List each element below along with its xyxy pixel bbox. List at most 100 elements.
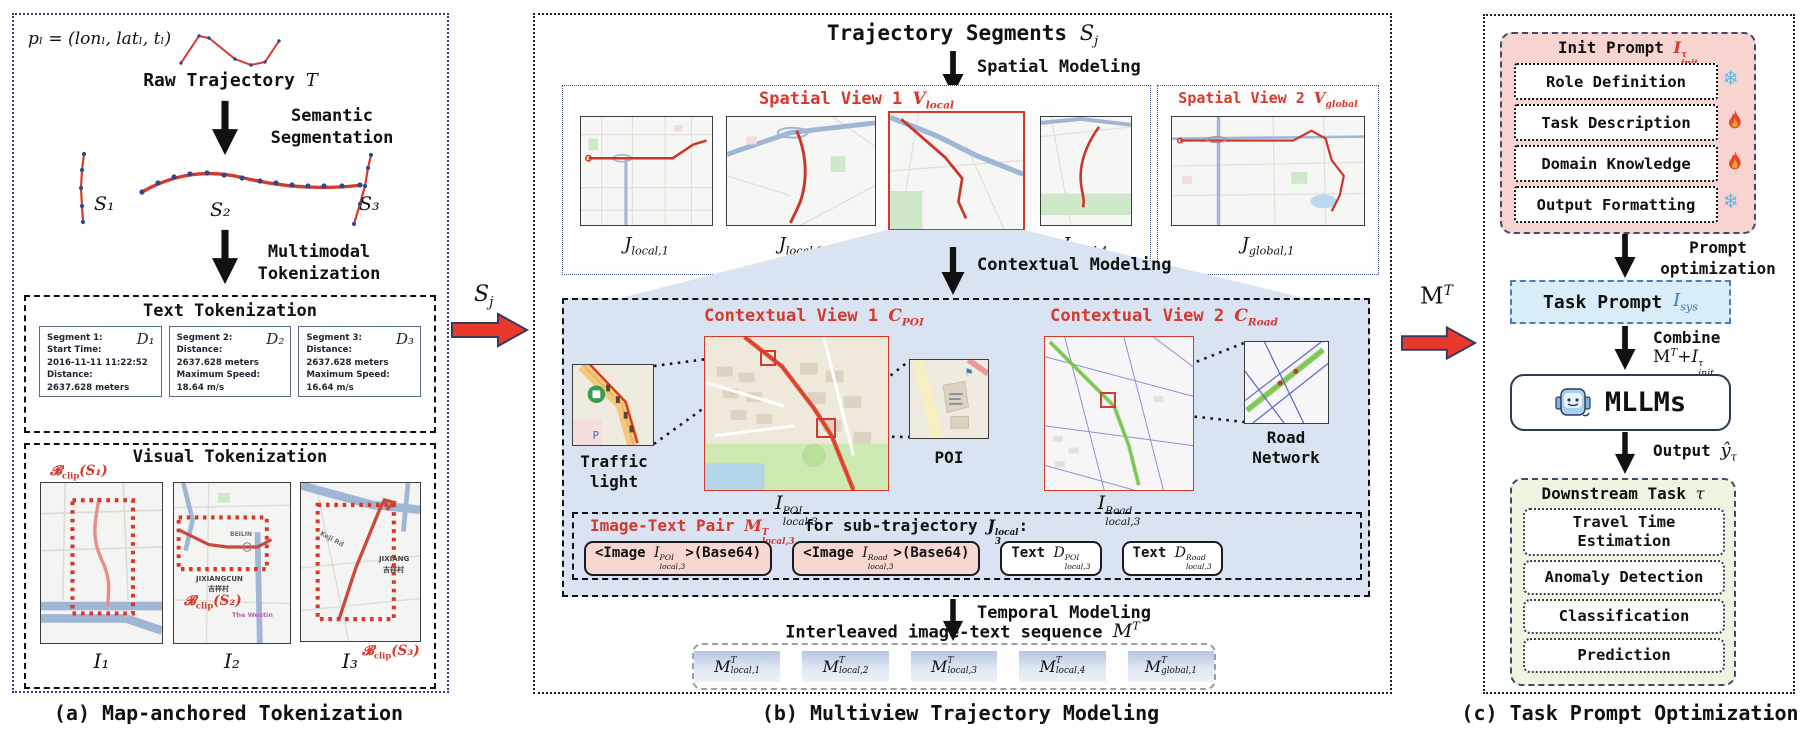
segment-descriptor-card: D₁ Segment 1: Start Time: 2016-11-11 11:…	[39, 326, 162, 398]
contextual-view-2-title: Contextual View 2 CRoad	[1050, 306, 1278, 329]
down-arrow-icon	[941, 247, 965, 295]
segment-1-label: S₁	[94, 193, 115, 215]
image-poi-pill: <Image I POI local,3 >(Base64)	[584, 541, 773, 576]
map-text-westin: The Westin	[232, 611, 273, 619]
poi-map-label: I POI local,3	[775, 492, 818, 528]
down-arrow-icon	[212, 100, 238, 156]
bclip-s3-label: 𝓑clip(S₃)	[362, 643, 420, 661]
map-image-i1	[40, 482, 163, 644]
snowflake-icon: ❄	[1724, 189, 1738, 214]
map-text-jixiangcun-cn: 吉祥村	[208, 585, 229, 593]
road-network-label: Road Network	[1252, 428, 1320, 467]
map-jlocal4	[1040, 116, 1132, 226]
segments-sketch	[78, 151, 374, 227]
map-text-jixiangcun: JIXIANGCUN	[196, 575, 243, 583]
map-jlocal1	[580, 116, 713, 226]
caption-panel-b: (b) Multiview Trajectory Modeling	[761, 701, 1160, 725]
task-prompt-box: Task Prompt Isys	[1510, 280, 1731, 324]
descriptor-d2-label: D₂	[266, 330, 285, 348]
downstream-task-title: Downstream Task τ	[1541, 484, 1705, 503]
text-tokenization-title: Text Tokenization	[143, 301, 317, 321]
spatial-view-1-title: Spatial View 1 Vlocal	[758, 89, 954, 112]
segment-2-label: S₂	[210, 199, 231, 221]
right-arrow-icon	[1400, 325, 1478, 361]
temporal-modeling-label: Temporal Modeling	[977, 603, 1151, 623]
multimodal-tokenization-label: Multimodal Tokenization	[257, 242, 381, 285]
pill-row: <Image I POI local,3 >(Base64) <Image I Road…	[584, 541, 1223, 576]
map-jlocal2	[726, 116, 876, 226]
contextual-modeling-box: Contextual View 1 CPOI Contextual View 2…	[562, 298, 1370, 597]
image-i2-label: I₂	[224, 649, 240, 673]
svg-text:P: P	[593, 429, 600, 442]
init-row-output-formatting: Output Formatting	[1514, 186, 1718, 223]
funnel-shape	[562, 230, 1366, 313]
map-jlocal3-selected	[888, 111, 1025, 231]
panel-map-anchored-tokenization: pₗ = (lonₗ, latₗ, tₗ) Raw Trajectory T S…	[12, 13, 449, 693]
mllms-box: MLLMs	[1510, 374, 1731, 431]
bclip-s2-label: 𝓑clip(S₂)	[184, 593, 242, 611]
prompt-optimization-label: Prompt optimization	[1660, 238, 1776, 278]
init-row-domain-knowledge: Domain Knowledge	[1514, 145, 1718, 182]
task-travel-time-estimation: Travel Time Estimation	[1523, 508, 1725, 556]
poi-context-map	[704, 336, 889, 491]
jlocal1-label: Jlocal,1	[624, 234, 669, 258]
map-text-jixiang-cn: 吉祥村	[383, 566, 404, 574]
init-row-task-description: Task Description	[1514, 104, 1718, 141]
poi-crop: ⚑	[909, 359, 989, 439]
flame-icon	[1729, 110, 1741, 129]
road-network-crop	[1244, 341, 1329, 424]
jglobal1-label: Jglobal,1	[1241, 234, 1295, 258]
traffic-light-crop: P	[572, 364, 654, 446]
descriptor-d3-label: D₃	[395, 330, 415, 348]
semantic-segmentation-label: Semantic Segmentation	[270, 106, 394, 149]
text-road-pill: Text D Road local,3	[1121, 541, 1223, 576]
task-prediction: Prediction	[1523, 638, 1725, 673]
task-anomaly-detection: Anomaly Detection	[1523, 560, 1725, 595]
downstream-task-box: Downstream Task τ Travel Time Estimation…	[1510, 478, 1736, 686]
segment-descriptor-card: D₂ Segment 2: Distance: 2637.628 meters …	[168, 326, 292, 398]
descriptor-d1-label: D₁	[136, 330, 155, 348]
panel-multiview-trajectory-modeling: Trajectory Segments Sj Spatial Modeling …	[533, 13, 1392, 694]
down-arrow-icon	[1614, 326, 1636, 370]
raw-trajectory-label: Raw Trajectory T	[143, 70, 318, 91]
init-row-role-definition: Role Definition	[1514, 63, 1718, 100]
map-image-i2: BEILIN JIXIANGCUN 吉祥村 The Westin	[173, 482, 291, 644]
sj-flow-label: Sj	[474, 282, 494, 311]
road-context-map	[1044, 336, 1194, 491]
init-prompt-box: Init Prompt Iτinit Role Definition Task …	[1500, 32, 1756, 234]
map-text-jixiang: JIXIANG	[379, 555, 410, 563]
visual-tokenization-box: Visual Tokenization 𝓑clip(S₁)	[24, 443, 436, 689]
raw-trajectory-sketch	[179, 34, 281, 67]
segment-3-label: S₃	[359, 193, 380, 215]
map-image-i3: Keji Rd JIXIANG 吉祥村	[300, 482, 421, 642]
spatial-view-2-title: Spatial View 2 Vglobal	[1178, 89, 1358, 110]
road-zoom-marker	[1100, 392, 1116, 408]
visual-tokenization-title: Visual Tokenization	[132, 447, 328, 467]
spatial-view-2-box: Spatial View 2 Vglobal	[1157, 85, 1379, 275]
down-arrow-icon	[212, 229, 238, 285]
trajectory-segments-title: Trajectory Segments Sj	[826, 21, 1099, 50]
image-road-pill: <Image I Road local,3 >(Base64)	[792, 541, 981, 576]
robot-icon	[1555, 387, 1591, 416]
output-label: Output ŷτ	[1653, 440, 1737, 464]
mllms-label: MLLMs	[1604, 387, 1687, 418]
segment-descriptor-card: D₃ Segment 3: Distance: 2637.628 meters …	[298, 326, 422, 398]
spatial-modeling-label: Spatial Modeling	[977, 57, 1141, 77]
down-arrow-icon	[1614, 234, 1636, 278]
map-jglobal1	[1171, 116, 1365, 226]
point-formula: pₗ = (lonₗ, latₗ, tₗ)	[28, 29, 172, 49]
road-map-label: I Road local,3	[1097, 492, 1141, 528]
text-tokenization-box: Text Tokenization D₁ Segment 1: Start Ti…	[24, 295, 436, 433]
poi-zoom-marker-1	[760, 350, 776, 366]
text-poi-pill: Text D POI local,3	[1000, 541, 1102, 576]
poi-zoom-marker-2	[816, 418, 836, 438]
image-i3-label: I₃	[342, 649, 358, 673]
flame-icon	[1729, 151, 1741, 170]
image-i1-label: I₁	[93, 649, 110, 673]
